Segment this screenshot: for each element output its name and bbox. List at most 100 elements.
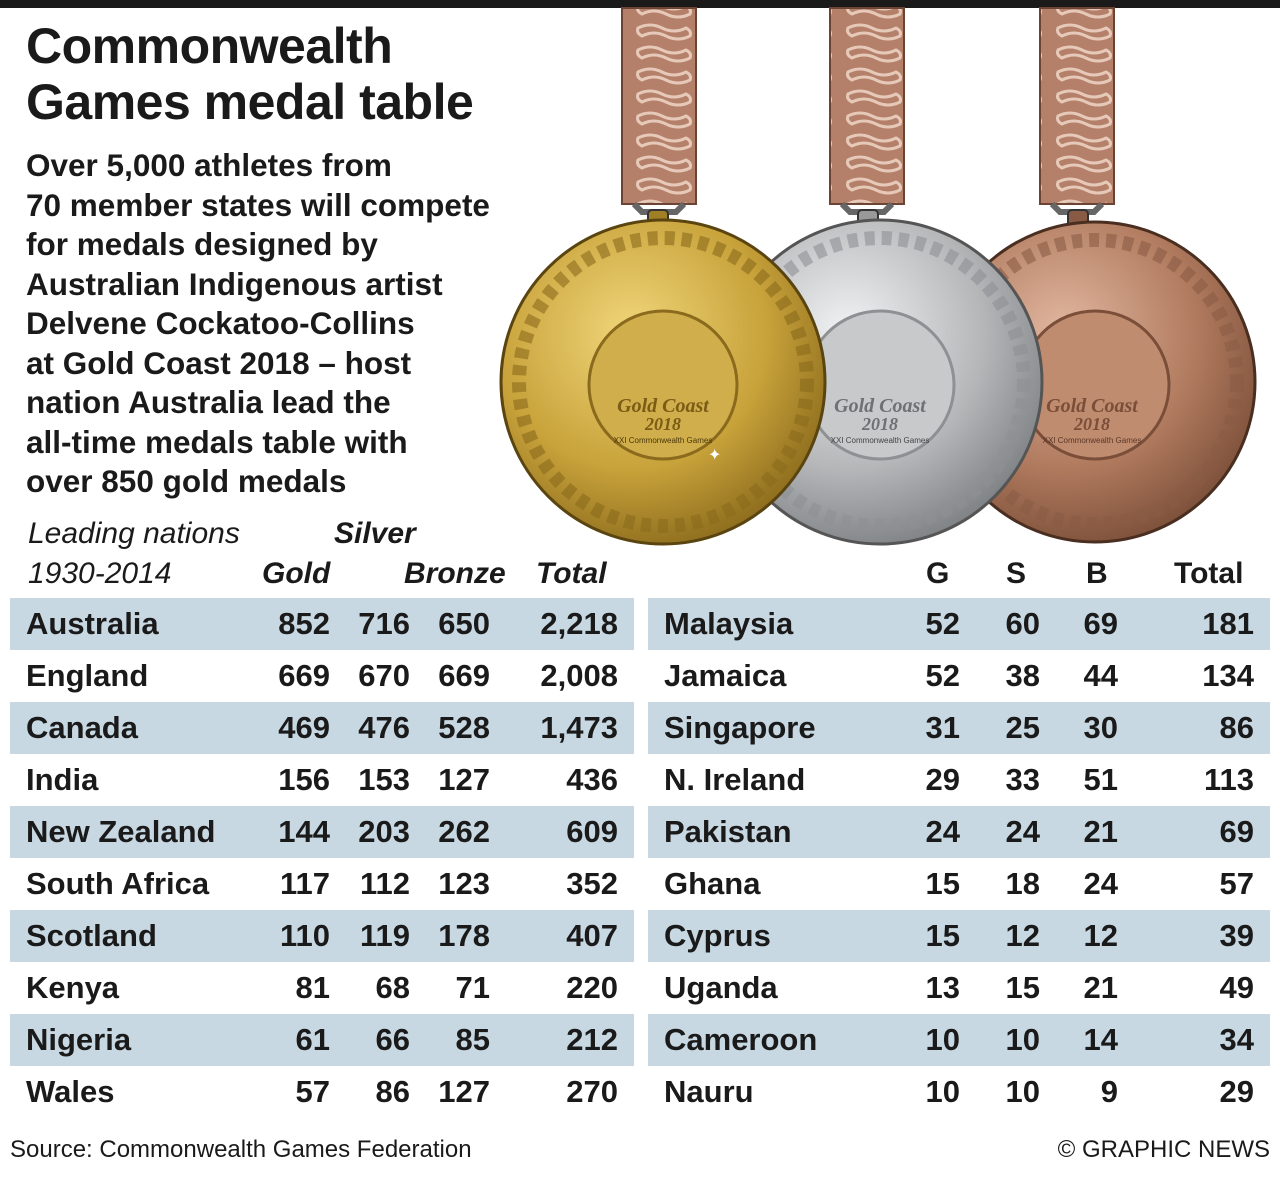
gold-count: 52 (925, 606, 960, 641)
silver-count: 670 (358, 658, 410, 693)
gold-count: 61 (295, 1022, 330, 1057)
bronze-count: 123 (438, 866, 490, 901)
silver-count: 18 (1005, 866, 1040, 901)
intro-line: over 850 gold medals (26, 463, 347, 499)
gold-count: 469 (278, 710, 330, 745)
intro-line: for medals designed by (26, 226, 378, 262)
left-medal-table: Australia 852 716 650 2,218 England 669 670 669 2… (10, 598, 634, 1118)
gold-count: 10 (925, 1022, 960, 1057)
gold-count: 669 (278, 658, 330, 693)
country-name: Ghana (664, 866, 761, 901)
silver-count: 68 (375, 970, 410, 1005)
silver-count: 38 (1005, 658, 1040, 693)
table-row: Cyprus 15 12 12 39 (648, 910, 1270, 962)
gold-count: 29 (925, 762, 960, 797)
total-count: 29 (1219, 1074, 1254, 1109)
lead-line: 1930-2014 (28, 557, 172, 590)
total-count: 34 (1219, 1022, 1254, 1057)
total-count: 270 (566, 1074, 618, 1109)
total-count: 609 (566, 814, 618, 849)
silver-count: 66 (375, 1022, 410, 1057)
country-name: New Zealand (26, 814, 216, 849)
intro-text: Over 5,000 athletes from 70 member state… (26, 146, 586, 502)
top-rule (0, 0, 1280, 8)
header-silver: Silver (334, 517, 416, 550)
bronze-count: 24 (1083, 866, 1118, 901)
credit-note: © GRAPHIC NEWS (1057, 1136, 1270, 1163)
silver-count: 25 (1005, 710, 1040, 745)
header-gold: Gold (262, 557, 331, 590)
silver-count: 10 (1005, 1074, 1040, 1109)
country-name: Wales (26, 1074, 115, 1109)
right-medal-table: Malaysia 52 60 69 181 Jamaica 52 38 44 134 Singapo… (648, 598, 1270, 1118)
header-total: Total (536, 557, 607, 590)
bronze-count: 262 (438, 814, 490, 849)
sparkle-icon: ✦ (708, 447, 721, 464)
header-s: S (1006, 557, 1027, 590)
table-row: New Zealand 144 203 262 609 (10, 806, 634, 858)
total-count: 220 (566, 970, 618, 1005)
page-title: Commonwealth Games medal table (26, 18, 606, 130)
country-name: N. Ireland (664, 762, 806, 797)
title-line: Commonwealth (26, 18, 393, 74)
total-count: 134 (1202, 658, 1254, 693)
table-row: Singapore 31 25 30 86 (648, 702, 1270, 754)
total-count: 181 (1202, 606, 1254, 641)
gold-count: 13 (925, 970, 960, 1005)
silver-count: 119 (359, 918, 410, 953)
gold-count: 57 (295, 1074, 330, 1109)
country-name: Jamaica (664, 658, 787, 693)
table-row: Cameroon 10 10 14 34 (648, 1014, 1270, 1066)
table-row: Nigeria 61 66 85 212 (10, 1014, 634, 1066)
medal-text-line1: Gold Coast (1046, 395, 1139, 417)
country-name: South Africa (26, 866, 210, 901)
country-name: Singapore (664, 710, 816, 745)
total-count: 2,008 (540, 658, 618, 693)
silver-count: 60 (1005, 606, 1040, 641)
bronze-count: 85 (455, 1022, 490, 1057)
total-count: 212 (566, 1022, 618, 1057)
intro-line: at Gold Coast 2018 – host (26, 344, 412, 381)
medal-text-line1: Gold Coast (617, 395, 710, 417)
bronze-count: 650 (438, 606, 490, 641)
total-count: 352 (566, 866, 618, 901)
intro-line: 70 member states will compete (26, 186, 490, 223)
medal-text-line3: XXI Commonwealth Games (831, 436, 930, 445)
gold-count: 81 (295, 970, 330, 1005)
medals-illustration: Gold Coast 2018 XXI Commonwealth Games G… (499, 7, 1257, 546)
country-name: England (26, 658, 149, 693)
header-g: G (926, 557, 950, 590)
medal-text-line2: 2018 (644, 414, 681, 434)
silver-count: 476 (358, 710, 410, 745)
country-name: Uganda (664, 970, 778, 1005)
gold-count: 117 (279, 866, 330, 901)
medal-text-line3: XXI Commonwealth Games (1043, 436, 1142, 445)
silver-count: 86 (375, 1074, 410, 1109)
medal-text-line2: 2018 (861, 414, 898, 434)
ribbon-gold (621, 7, 697, 215)
medal-text-line1: Gold Coast (834, 395, 927, 417)
gold-count: 10 (925, 1074, 960, 1109)
country-name: Malaysia (664, 606, 794, 641)
country-name: Nigeria (26, 1022, 132, 1057)
silver-count: 716 (358, 606, 410, 641)
table-row: Australia 852 716 650 2,218 (10, 598, 634, 650)
table-row: Nauru 10 10 9 29 (648, 1066, 1270, 1118)
table-row: Scotland 110 119 178 407 (10, 910, 634, 962)
bronze-count: 30 (1083, 710, 1118, 745)
total-count: 2,218 (540, 606, 618, 641)
silver-count: 10 (1005, 1022, 1040, 1057)
bronze-count: 9 (1100, 1074, 1118, 1109)
intro-line: Australian Indigenous artist (26, 265, 443, 302)
bronze-count: 528 (438, 710, 490, 745)
country-name: Nauru (664, 1074, 754, 1109)
total-count: 69 (1219, 814, 1254, 849)
lead-line: Leading nations (28, 517, 240, 550)
table-row: Kenya 81 68 71 220 (10, 962, 634, 1014)
gold-count: 144 (278, 814, 330, 849)
silver-count: 12 (1005, 918, 1040, 953)
bronze-count: 127 (438, 1074, 490, 1109)
table-row: England 669 670 669 2,008 (10, 650, 634, 702)
gold-medal: Gold Coast 2018 XXI Commonwealth Games ✦ (499, 209, 827, 546)
country-name: Cyprus (664, 918, 771, 953)
